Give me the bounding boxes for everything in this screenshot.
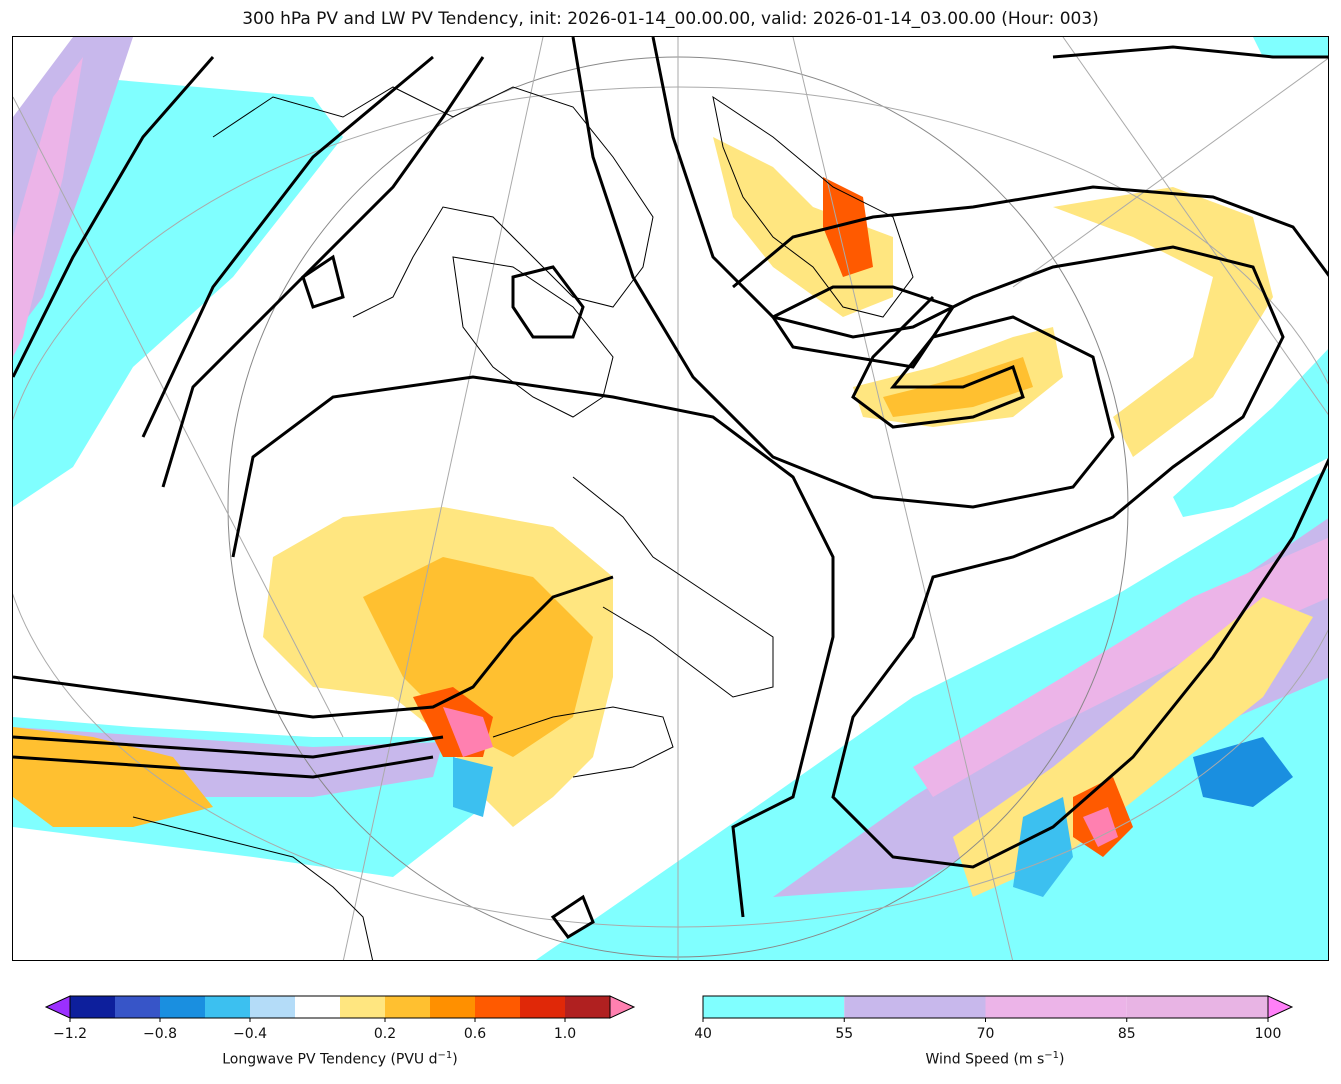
pv-tendency-colorbar-label: Longwave PV Tendency (PVU d−1) (222, 1050, 458, 1068)
pv-contour-8 (571, 37, 1115, 509)
meridian-5 (13, 96, 344, 738)
map-panel (12, 36, 1329, 961)
pv-colorbar-extend-max (609, 995, 636, 1019)
wind-jet-northwest-core (13, 37, 133, 337)
pv-colorbar-swatch (475, 996, 520, 1018)
pv-contour-5 (13, 575, 614, 719)
pv-contour-1 (13, 56, 215, 378)
wind-colorbar-swatch (844, 996, 986, 1018)
wind-jet-northeast (1253, 37, 1328, 57)
coast-labrador (572, 476, 774, 698)
pv-negative-core-southeast (1193, 737, 1293, 807)
pv-colorbar-tick-label: −0.8 (143, 1026, 177, 1042)
coast-canada-north (212, 86, 654, 318)
pv-colorbar-swatch (115, 996, 160, 1018)
pv-positive-band-farnortheast (1053, 187, 1273, 457)
pv-colorbar-swatch (520, 996, 565, 1018)
chart-title: 300 hPa PV and LW PV Tendency, init: 202… (242, 9, 1099, 29)
pv-contour-14 (301, 254, 345, 309)
coast-east-us (132, 816, 374, 960)
meridian-4 (342, 37, 544, 960)
pv-tendency-colorbar-swatches (44, 995, 636, 1019)
pv-colorbar-swatch (160, 996, 205, 1018)
graticule (13, 37, 1328, 960)
wind-colorbar-swatch (703, 996, 845, 1018)
wind-colorbar-tick-label: 55 (835, 1026, 853, 1042)
wind-speed-colorbar-label: Wind Speed (m s−1) (925, 1050, 1065, 1068)
coastlines (132, 86, 914, 960)
pv-colorbar-swatch (250, 996, 295, 1018)
map-canvas (13, 37, 1328, 960)
pv-colorbar-tick-label: 1.0 (554, 1026, 576, 1042)
wind-colorbar-tick-label: 40 (695, 1026, 712, 1042)
meridian-6 (1012, 57, 1328, 288)
pv-contour-11 (770, 285, 956, 369)
pv-colorbar-tick-label: −0.4 (233, 1026, 267, 1042)
wind-jet-southeast-max (913, 537, 1328, 797)
wind-jet-east (1173, 349, 1328, 517)
pv-positive-core-central (363, 557, 593, 757)
pv-colorbar-swatch (205, 996, 250, 1018)
pv-colorbar-swatch (295, 996, 340, 1018)
pv-contour-7 (13, 755, 434, 779)
wind-speed-colorbar: 40 55 70 85 100 (695, 995, 1294, 1042)
wind-jet-northwest (13, 77, 343, 507)
coast-nova-scotia (492, 706, 674, 778)
pv-contour-10 (732, 185, 1328, 289)
pv-colorbar-swatch (385, 996, 430, 1018)
wind-colorbar-tick-label: 70 (977, 1026, 995, 1042)
wind-colorbar-tick-label: 100 (1255, 1026, 1282, 1042)
pv-tendency-colorbar: −1.2 −0.8 −0.4 0.2 0.6 1.0 (44, 995, 636, 1042)
pv-tendency-colorbar-ticks: −1.2 −0.8 −0.4 0.2 0.6 1.0 (53, 1018, 576, 1042)
pv-positive-core-north (823, 177, 873, 277)
wind-colorbar-swatch (1126, 996, 1268, 1018)
wind-jet-northwest-max (13, 57, 83, 357)
pv-contour-15 (511, 265, 585, 339)
pv-positive-band-east (853, 327, 1063, 427)
pv-colorbar-extend-min (44, 995, 71, 1019)
pv-colorbar-swatch (340, 996, 385, 1018)
pv-colorbar-tick-label: 0.2 (374, 1026, 396, 1042)
pv-contour-3 (161, 56, 485, 488)
pv-colorbar-tick-label: −1.2 (53, 1026, 87, 1042)
wind-speed-shading (13, 37, 1328, 960)
pv-contour-9 (651, 37, 1328, 869)
pv-negative-region-south (453, 757, 493, 817)
wind-colorbar-tick-label: 85 (1118, 1026, 1136, 1042)
pv-contour-6 (13, 735, 444, 759)
pv-contour-4 (231, 375, 835, 918)
wind-jet-southeast-core (773, 518, 1328, 897)
pv-colorbar-swatch (565, 996, 610, 1018)
pv-contour-2 (141, 55, 434, 438)
pv-contour-12 (1052, 45, 1328, 59)
pv-positive-region-southwest (13, 727, 213, 827)
meridian-3 (1062, 37, 1328, 416)
coast-greenland (712, 95, 914, 318)
pv-colorbar-tick-label: 0.6 (464, 1026, 486, 1042)
pv-colorbar-swatch (70, 996, 115, 1018)
pv-positive-peak-central (443, 707, 493, 757)
wind-speed-colorbar-swatches (702, 995, 1294, 1019)
pv-colorbar-outline (69, 995, 611, 1019)
wind-colorbar-extend-max (1267, 995, 1294, 1019)
wind-colorbar-swatch (985, 996, 1127, 1018)
pv-contour-13 (550, 894, 595, 939)
pv-positive-peak-southeast (1083, 807, 1118, 847)
pv-contours (13, 37, 1328, 939)
coast-hudson-bay (452, 256, 614, 418)
pv-colorbar-swatch (430, 996, 475, 1018)
wind-speed-colorbar-ticks: 40 55 70 85 100 (695, 1018, 1281, 1042)
